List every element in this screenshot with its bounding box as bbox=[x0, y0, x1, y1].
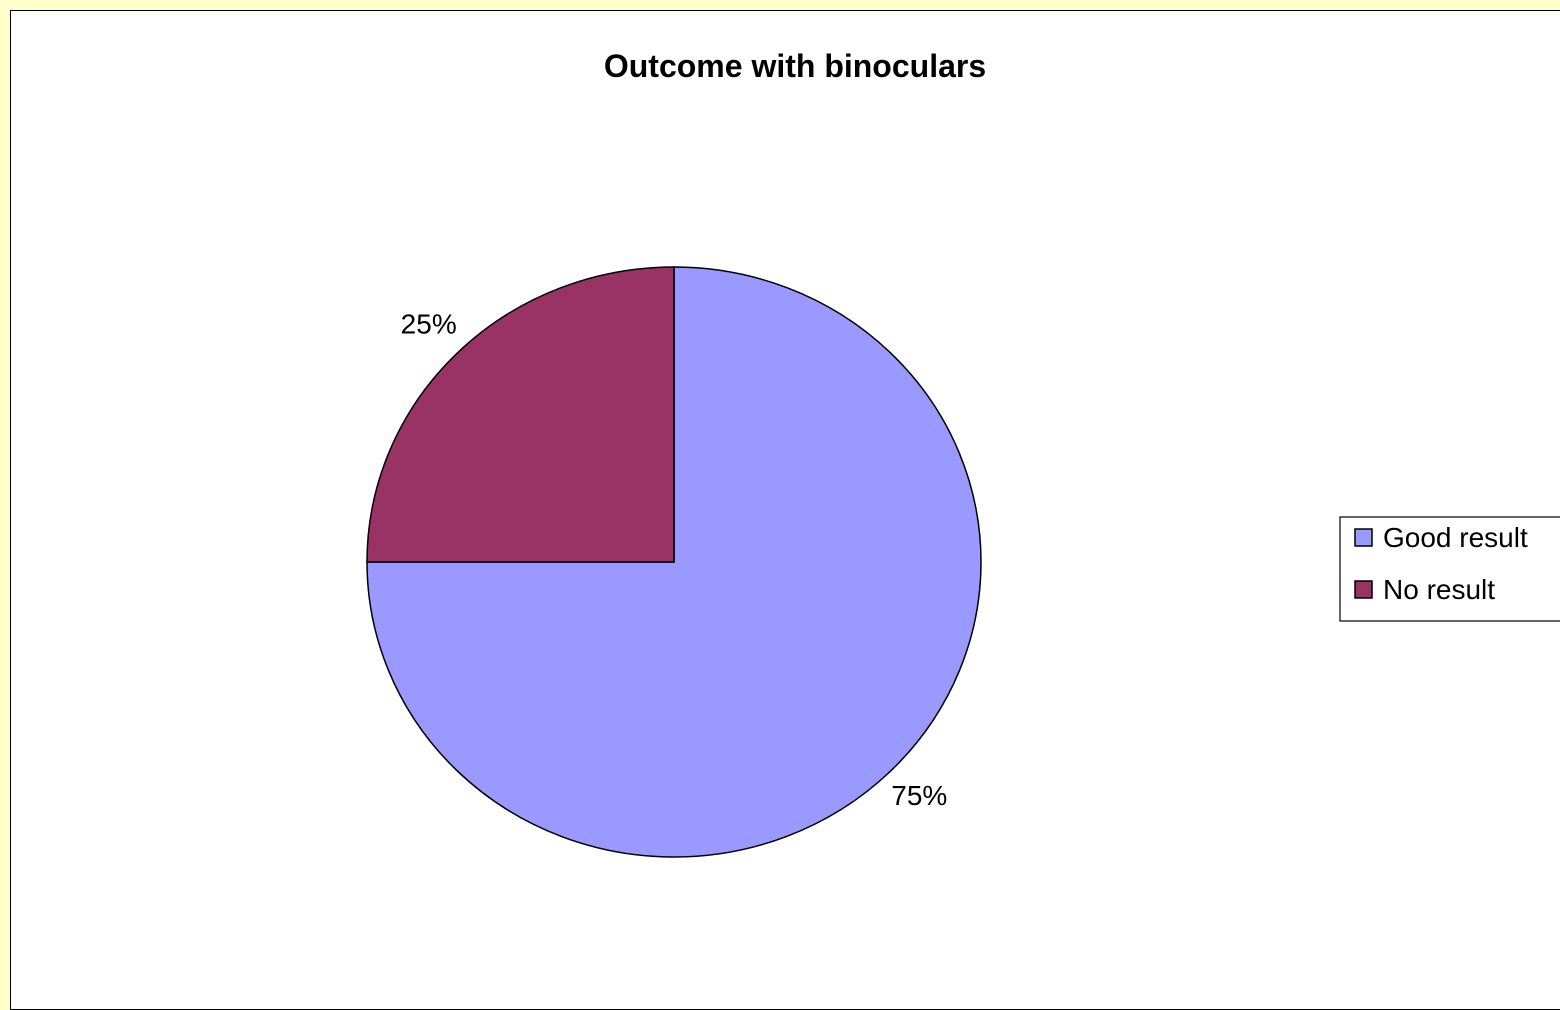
pie-chart: Outcome with binoculars 75% 25% Good resu… bbox=[366, 48, 1560, 858]
legend-swatch-no-result bbox=[1354, 580, 1373, 599]
pie-slice-good-result bbox=[366, 266, 982, 858]
data-label-good-result: 75% bbox=[891, 780, 947, 811]
pie-slices bbox=[366, 266, 982, 858]
chart-area: Outcome with binoculars 75% 25% Good resu… bbox=[10, 10, 1560, 1010]
legend-swatch-good-result bbox=[1354, 528, 1373, 547]
data-labels: 75% 25% bbox=[401, 309, 948, 811]
legend-label-good-result: Good result bbox=[1383, 522, 1528, 553]
data-label-no-result: 25% bbox=[401, 309, 457, 340]
legend-label-no-result: No result bbox=[1383, 574, 1495, 605]
pie-slice-no-result bbox=[366, 266, 675, 563]
legend: Good result No result bbox=[1339, 516, 1560, 622]
legend-box bbox=[1339, 516, 1560, 622]
chart-title: Outcome with binoculars bbox=[604, 48, 986, 84]
